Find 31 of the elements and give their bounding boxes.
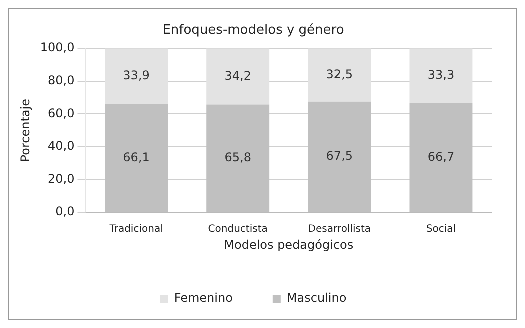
bar xyxy=(206,104,270,212)
data-label: 34,2 xyxy=(224,68,252,83)
x-tick-label: Tradicional xyxy=(108,224,164,236)
data-label: 33,9 xyxy=(123,68,150,83)
bar xyxy=(410,48,473,104)
x-tick-label: Conductista xyxy=(208,224,268,236)
x-axis-title: Modelos pedagógicos xyxy=(224,238,354,252)
bar xyxy=(105,48,168,104)
y-tick-label: 0,0 xyxy=(56,204,75,219)
data-label: 66,1 xyxy=(123,150,150,164)
bar xyxy=(105,104,168,212)
y-tick-label: 60,0 xyxy=(48,106,75,120)
x-tick-label: Desarrollista xyxy=(308,224,372,236)
y-axis-title: Porcentaje xyxy=(18,99,32,162)
y-tick-label: 20,0 xyxy=(48,172,75,186)
data-label: 66,7 xyxy=(428,150,455,164)
bar xyxy=(206,48,270,105)
data-label: 65,8 xyxy=(224,150,252,165)
legend-label: Femenino xyxy=(174,291,233,306)
data-label: 67,5 xyxy=(326,149,354,164)
x-tick-label: Social xyxy=(426,224,456,236)
bar xyxy=(410,103,473,212)
bar xyxy=(308,48,372,102)
y-tick-label: 40,0 xyxy=(48,139,75,154)
bar xyxy=(308,102,372,212)
legend-label: Masculino xyxy=(286,291,347,306)
data-label: 32,5 xyxy=(326,67,354,82)
y-tick-label: 100,0 xyxy=(40,40,75,55)
data-label: 33,3 xyxy=(428,68,455,82)
y-tick-label: 80,0 xyxy=(48,74,75,88)
chart-title: Enfoques-modelos y género xyxy=(162,23,344,38)
